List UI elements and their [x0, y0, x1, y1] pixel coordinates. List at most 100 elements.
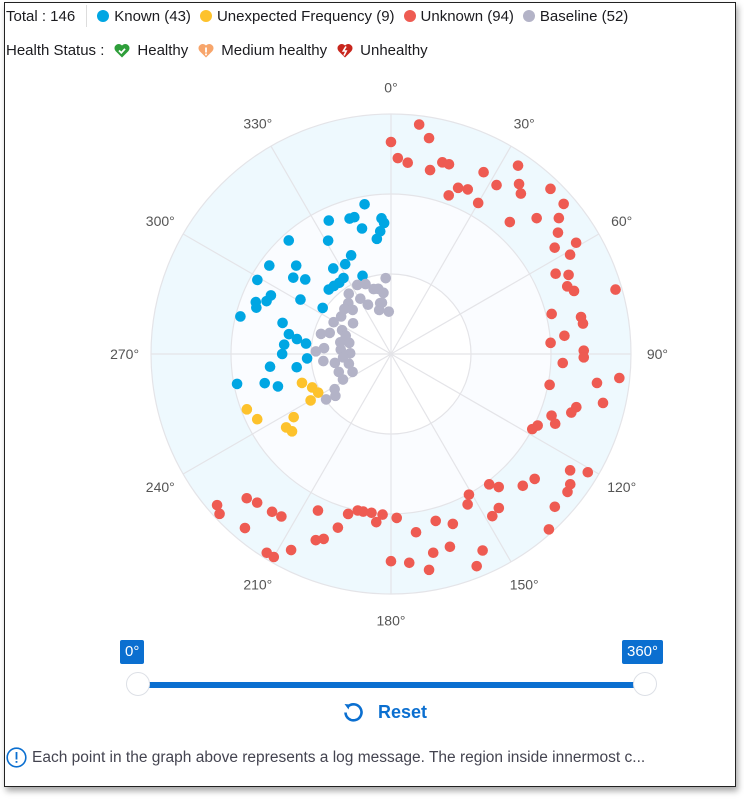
data-point-unexpected-frequency — [241, 404, 253, 415]
angle-tick-label: 300° — [146, 213, 175, 229]
data-point-unexpected-frequency — [286, 426, 298, 437]
slider-max-handle[interactable] — [633, 672, 657, 696]
legend-item-baseline[interactable]: Baseline (52) — [522, 8, 628, 25]
angle-range-slider-track[interactable] — [138, 682, 645, 688]
health-healthy: Healthy — [114, 42, 188, 59]
data-point-unknown — [478, 166, 489, 178]
known-dot-icon — [97, 10, 110, 22]
data-point-unknown — [318, 533, 329, 545]
baseline-dot-icon — [522, 10, 535, 22]
data-point-unknown — [552, 227, 564, 238]
data-point-baseline — [330, 390, 341, 402]
data-point-known — [339, 258, 351, 270]
legend-label: Unexpected Frequency (9) — [216, 7, 395, 25]
data-point-unknown — [545, 337, 556, 349]
divider — [86, 5, 88, 27]
data-point-unknown — [493, 502, 505, 514]
slider-min-handle[interactable] — [126, 672, 150, 696]
data-point-baseline — [376, 297, 388, 309]
angle-tick-label: 90° — [647, 346, 668, 362]
data-point-baseline — [362, 299, 374, 310]
data-point-unknown — [410, 526, 422, 538]
data-point-unknown — [452, 182, 464, 194]
data-point-unknown — [566, 407, 577, 418]
health-medium: Medium healthy — [198, 42, 327, 59]
data-point-unknown — [597, 397, 609, 409]
data-point-unknown — [549, 242, 561, 253]
data-point-unknown — [266, 506, 278, 518]
data-point-known — [259, 377, 271, 389]
data-point-unknown — [546, 410, 557, 421]
data-point-unknown — [251, 497, 263, 508]
data-point-unknown — [491, 179, 502, 191]
data-point-unexpected-frequency — [305, 395, 316, 406]
data-point-unknown — [544, 379, 555, 391]
angle-tick-label: 0° — [384, 80, 397, 96]
data-point-known — [299, 274, 311, 285]
angle-spoke — [182, 233, 392, 355]
data-point-unknown — [430, 515, 442, 527]
data-point-known — [356, 223, 368, 234]
slider-max-badge: 360° — [622, 640, 664, 664]
data-point-baseline — [318, 342, 330, 354]
data-point-unknown — [385, 555, 397, 567]
data-point-baseline — [378, 287, 389, 299]
data-point-unknown — [529, 473, 540, 485]
data-point-unknown — [402, 157, 414, 169]
angle-spoke — [270, 145, 392, 355]
data-point-known — [264, 361, 276, 373]
slider-min-badge: 0° — [120, 640, 145, 664]
angle-spoke — [390, 233, 600, 355]
data-point-unknown — [614, 372, 625, 384]
data-point-unexpected-frequency — [251, 413, 263, 425]
data-point-known — [376, 213, 387, 224]
data-point-known — [276, 348, 288, 360]
data-point-baseline — [310, 346, 322, 357]
data-point-unexpected-frequency — [312, 387, 324, 398]
data-point-unknown — [543, 524, 555, 535]
data-point-unknown — [285, 544, 297, 556]
total-count: Total : 146 — [6, 7, 76, 25]
data-point-unexpected-frequency — [296, 377, 308, 389]
data-point-unknown — [558, 198, 569, 210]
data-point-baseline — [335, 311, 347, 322]
data-point-baseline — [352, 279, 363, 291]
legend: Total : 146 Known (43) Unexpected Freque… — [6, 5, 637, 27]
data-point-unknown — [531, 212, 542, 224]
legend-label: Known (43) — [114, 7, 191, 25]
data-point-unknown — [276, 511, 287, 522]
data-point-known — [300, 338, 312, 349]
data-point-unknown — [549, 501, 561, 513]
data-point-unknown — [241, 492, 253, 504]
data-point-unknown — [517, 480, 529, 492]
data-point-unknown — [312, 505, 324, 516]
data-point-unknown — [391, 512, 403, 524]
health-status-label: Health Status : — [6, 41, 105, 59]
info-text: Each point in the graph above represents… — [32, 748, 646, 766]
polar-scatter-chart: 0° 30° 60° 90° 120° 150° 180° 210° 240° 270° 300° 3… — [110, 80, 668, 629]
data-point-unknown — [559, 330, 570, 342]
angle-tick-label: 270° — [110, 346, 139, 362]
legend-item-unknown[interactable]: Unknown (94) — [403, 8, 514, 25]
health-status: Health Status : Healthy Medium healthy U… — [6, 40, 428, 60]
data-point-baseline — [343, 288, 355, 300]
data-point-baseline — [343, 337, 355, 349]
data-point-unknown — [553, 212, 565, 224]
heart-broken-icon — [337, 43, 353, 57]
data-point-baseline — [315, 328, 327, 340]
legend-item-known[interactable]: Known (43) — [97, 8, 191, 25]
data-point-known — [357, 270, 368, 282]
data-point-known — [283, 328, 295, 340]
data-point-known — [359, 199, 370, 210]
data-point-known — [251, 302, 262, 313]
data-point-unknown — [413, 119, 425, 130]
legend-item-unexpected[interactable]: Unexpected Frequency (9) — [199, 7, 395, 25]
data-point-unknown — [268, 551, 280, 563]
data-point-known — [291, 333, 303, 345]
data-point-unknown — [239, 522, 251, 534]
data-point-unknown — [562, 486, 573, 498]
data-point-unknown — [582, 466, 594, 478]
reset-button[interactable]: Reset — [342, 701, 427, 723]
health-label: Unhealthy — [360, 41, 428, 59]
reset-icon — [344, 703, 363, 722]
